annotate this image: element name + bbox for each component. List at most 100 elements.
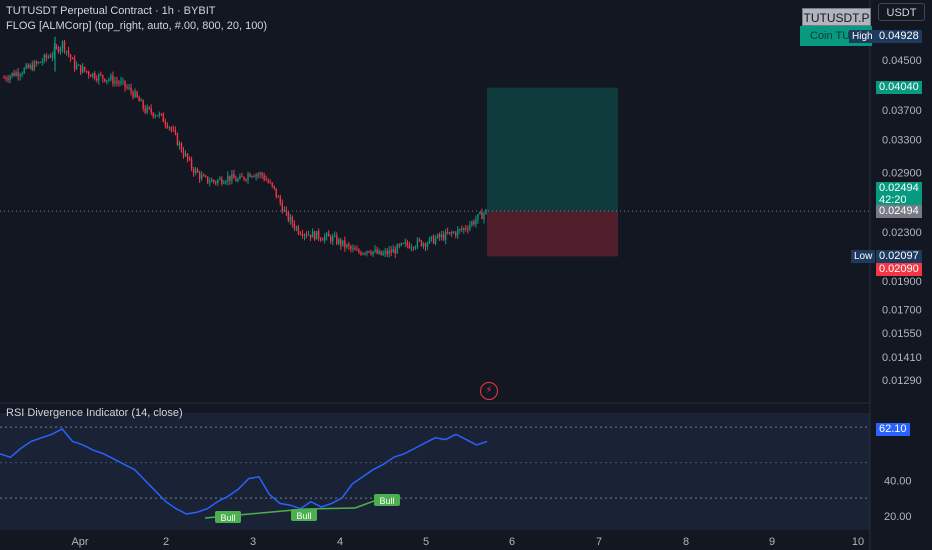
candle-body [104,78,106,82]
candle-body [166,124,169,128]
candle-body [299,233,302,235]
long-position-tool[interactable] [0,87,870,257]
candle-body [461,228,463,230]
candle-body [360,252,362,255]
candle-body [69,54,72,59]
candle-body [13,72,15,76]
candle-body [229,175,231,181]
bull-label-text: Bull [379,496,394,506]
candle-body [160,113,163,115]
candle-body [29,64,31,68]
candle-body [356,250,358,252]
candle-body [283,209,286,212]
candle-body [352,248,354,250]
candle-body [170,127,173,130]
candle-body [102,75,104,79]
lightning-icon[interactable]: ⚡ [480,382,498,400]
candle-body [136,91,138,98]
price-tick-label: 0.03300 [882,134,922,146]
candle-body [9,75,11,80]
bull-label-text: Bull [220,513,235,523]
candle-body [134,91,136,98]
candle-body [152,112,154,117]
candle-body [463,228,465,230]
candle-body [67,50,70,55]
candle-body [400,243,402,246]
price-tick-label: 0.01700 [882,304,922,316]
price-tick-label: 0.01900 [882,276,922,288]
candle-body [305,234,308,236]
candle-body [475,219,477,225]
bull-divergence-label: Bull [215,511,241,523]
candle-body [206,176,209,183]
candle-body [269,182,271,184]
candle-body [257,174,259,176]
candle-body [394,249,396,254]
candle-body [477,214,479,220]
candle-body [112,75,114,84]
candle-body [144,108,146,113]
candle-body [39,61,42,63]
candle-body [15,72,17,76]
candle-body [41,61,44,63]
candle-body [348,244,350,247]
rsi-pane-background [0,413,870,530]
candle-body [287,211,290,221]
candle-body [209,181,211,183]
candle-body [94,73,96,79]
candle-body [392,249,394,253]
candle-body [17,72,19,77]
candle-body [453,232,455,234]
candle-body [319,238,322,240]
candle-body [362,253,364,255]
candle-body [146,107,148,113]
candle-body [432,236,435,244]
candle-body [275,188,277,197]
candle-body [96,78,98,81]
candle-body [85,70,88,72]
candle-body [321,239,324,241]
candle-body [116,81,118,83]
currency-button[interactable]: USDT [878,3,925,21]
candle-body [251,176,253,178]
candle-body [434,238,437,244]
low-label: Low [851,250,876,263]
candle-body [303,234,306,236]
candle-body [156,115,158,117]
price-tick-label: 0.04500 [882,55,922,67]
rsi-value-tag: 62.10 [876,423,910,436]
candle-body [130,87,132,93]
candle-body [37,61,39,64]
candle-body [215,181,217,184]
price-tick-label: 0.02300 [882,227,922,239]
candle-body [108,79,110,81]
candle-body [469,225,471,230]
candle-body [325,233,328,237]
candle-body [33,61,35,71]
candle-body [323,236,326,241]
candle-body [338,239,340,244]
candle-body [138,97,140,102]
candle-body [388,250,390,255]
candle-body [150,108,152,113]
candle-body [90,75,92,77]
candle-body [440,234,443,238]
time-tick-label: 9 [769,536,775,548]
last-price-tag: 0.02494 42:20 [876,182,922,206]
candle-body [98,74,100,81]
candle-body [483,213,485,220]
position-stop-zone [487,211,618,257]
candle-body [196,169,199,173]
high-label: High [849,30,876,43]
candle-body [327,233,330,237]
candle-body [297,227,300,234]
symbol-badge: TUTUSDT.P [802,8,871,26]
candle-body [372,251,374,255]
candle-body [471,221,473,226]
candle-body [162,114,165,122]
candle-body [114,81,116,84]
candle-body [291,217,294,224]
candle-body [293,223,296,229]
candle-body [200,175,203,179]
